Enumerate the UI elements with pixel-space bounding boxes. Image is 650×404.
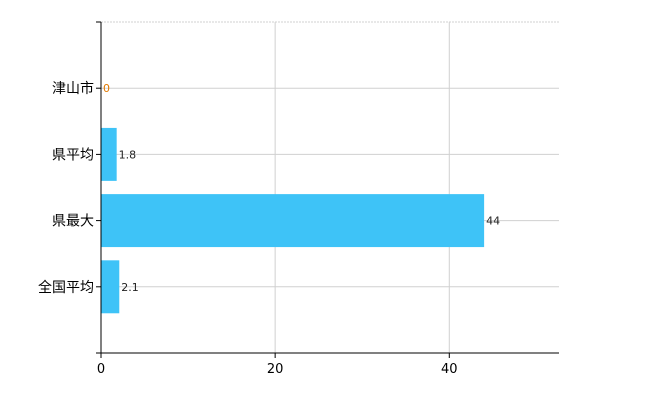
x-tick-label: 40 (441, 362, 458, 377)
data-label: 0 (103, 82, 110, 95)
data-label: 2.1 (121, 281, 139, 294)
bar (101, 260, 120, 314)
y-tick-label: 津山市 (52, 80, 94, 97)
x-tick-label: 20 (267, 362, 284, 377)
y-tick-label: 県平均 (52, 147, 94, 163)
data-label: 44 (486, 215, 500, 228)
x-tick-label: 0 (97, 362, 105, 377)
y-tick-label: 全国平均 (38, 279, 94, 296)
y-tick-label: 県最大 (52, 214, 94, 230)
bar (101, 194, 485, 248)
data-label: 1.8 (119, 148, 137, 161)
bar (101, 127, 117, 181)
